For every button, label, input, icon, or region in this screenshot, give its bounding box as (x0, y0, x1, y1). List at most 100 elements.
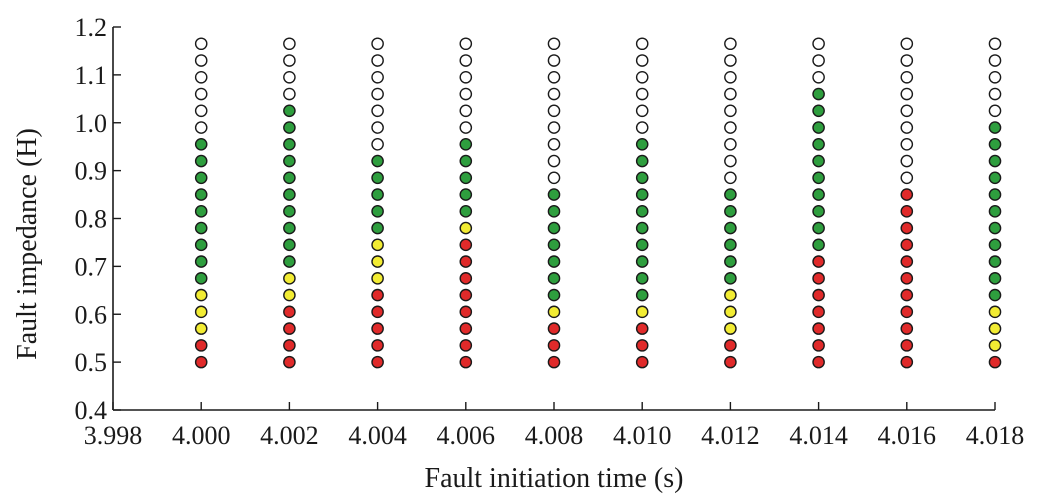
data-point (988, 305, 1002, 319)
data-point (283, 154, 296, 168)
data-point (283, 104, 296, 118)
data-point (812, 238, 825, 252)
data-point (724, 238, 737, 252)
data-point (283, 37, 296, 51)
data-point (988, 70, 1002, 84)
data-point (371, 188, 384, 201)
data-point (724, 70, 737, 84)
y-tick-label: 0.5 (75, 348, 108, 377)
data-point (194, 37, 208, 51)
data-point (635, 121, 649, 134)
data-point (283, 87, 296, 101)
data-point (812, 37, 825, 51)
x-tick-label: 4.002 (260, 421, 319, 450)
x-tick-label: 3.998 (84, 421, 143, 450)
data-point (547, 255, 561, 268)
data-point (459, 154, 473, 168)
data-point (194, 205, 208, 218)
data-point (283, 54, 296, 67)
axes (112, 27, 995, 411)
data-point (283, 355, 296, 369)
data-point (371, 238, 384, 252)
data-point (724, 121, 737, 134)
data-point (812, 272, 825, 285)
data-point (900, 154, 914, 168)
data-point (371, 154, 384, 168)
data-point (371, 87, 384, 101)
data-point (283, 121, 296, 134)
data-point (900, 87, 914, 101)
data-point (194, 238, 208, 252)
x-tick-label: 4.018 (966, 421, 1025, 450)
data-point (988, 87, 1002, 101)
data-point (459, 221, 473, 235)
data-point (194, 322, 208, 335)
data-point (371, 272, 384, 285)
data-point (988, 272, 1002, 285)
data-point (547, 221, 561, 235)
data-point (283, 188, 296, 201)
y-tick-label: 0.7 (75, 252, 108, 281)
data-point (194, 288, 208, 302)
data-point (812, 205, 825, 218)
data-point (547, 54, 561, 67)
data-point (371, 137, 384, 151)
data-point (194, 121, 208, 134)
y-axis-title: Fault impedance (H) (12, 128, 43, 360)
data-point (283, 205, 296, 218)
data-point (547, 87, 561, 101)
data-point (724, 188, 737, 201)
data-point (900, 121, 914, 134)
data-point (900, 355, 914, 369)
x-tick-label: 4.010 (613, 421, 672, 450)
data-point (371, 355, 384, 369)
data-point (459, 70, 473, 84)
data-point (900, 255, 914, 268)
data-point (194, 137, 208, 151)
data-point (812, 322, 825, 335)
data-point (283, 137, 296, 151)
data-point (812, 355, 825, 369)
data-point (724, 37, 737, 51)
x-tick-label: 4.008 (525, 421, 584, 450)
data-point (371, 54, 384, 67)
data-point (900, 37, 914, 51)
data-point (724, 54, 737, 67)
data-point (988, 205, 1002, 218)
data-point (900, 171, 914, 185)
data-point (812, 121, 825, 134)
x-tick-label: 4.000 (172, 421, 231, 450)
data-point (724, 221, 737, 235)
data-point (988, 37, 1002, 51)
data-point (194, 355, 208, 369)
data-point (459, 104, 473, 118)
data-point (194, 70, 208, 84)
data-point (371, 322, 384, 335)
data-point (988, 255, 1002, 268)
data-point (194, 154, 208, 168)
y-tick-label: 0.8 (75, 205, 108, 234)
data-point (459, 255, 473, 268)
y-tick-label: 1.0 (75, 109, 108, 138)
data-point (371, 288, 384, 302)
data-point (635, 221, 649, 235)
data-point (724, 288, 737, 302)
y-tick-label: 0.4 (75, 396, 108, 425)
data-point (988, 322, 1002, 335)
data-point (988, 54, 1002, 67)
data-point (812, 171, 825, 185)
data-point (724, 104, 737, 118)
data-point (194, 54, 208, 67)
x-tick-label: 4.004 (348, 421, 407, 450)
data-point (724, 87, 737, 101)
data-point (283, 272, 296, 285)
data-point (371, 121, 384, 134)
data-point (371, 339, 384, 352)
data-point (812, 188, 825, 201)
data-point (459, 171, 473, 185)
data-point (371, 70, 384, 84)
data-point (194, 188, 208, 201)
data-point (900, 188, 914, 201)
x-axis-title: Fault initiation time (s) (425, 463, 684, 494)
data-point (194, 104, 208, 118)
